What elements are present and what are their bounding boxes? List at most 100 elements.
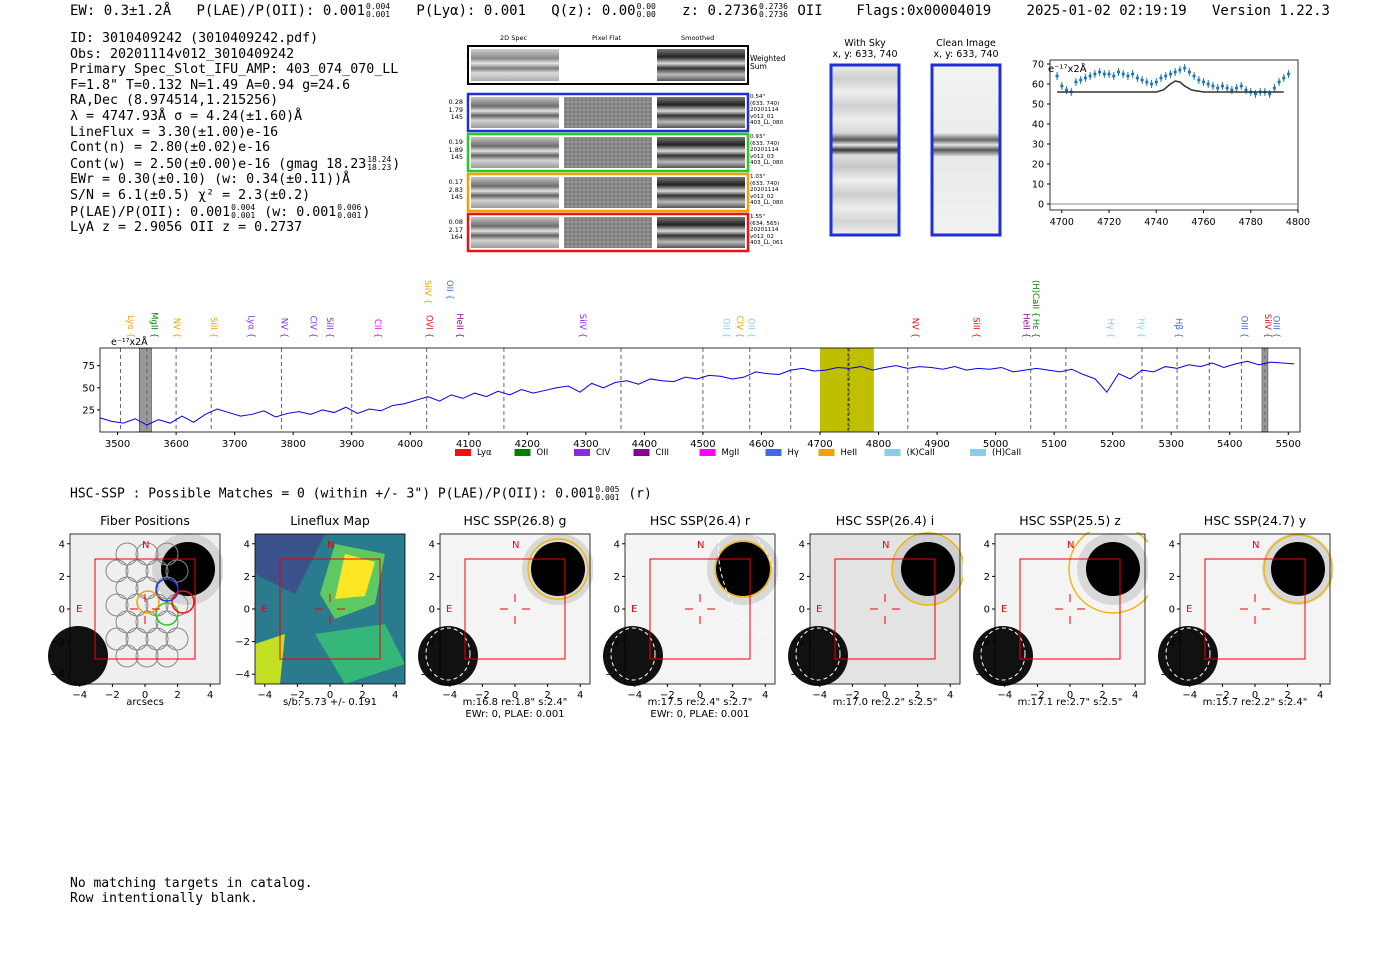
panel-image: N E −4 −4 −2 −2 0 0 2 2 4 4 [603, 532, 778, 701]
panel-ytick-label: −4 [975, 670, 990, 681]
panel-xtick-label: −2 [660, 690, 675, 701]
panel-image: N E −4 −4 −2 −2 0 0 2 2 4 4 [1158, 533, 1333, 701]
panel-ytick-label: −4 [790, 670, 805, 681]
panel-xtick-label: 0 [512, 690, 518, 701]
spectrum-xtick-label: 5500 [1276, 439, 1301, 450]
legend-swatch [818, 449, 835, 456]
spectrum-xtick-label: 3600 [163, 439, 188, 450]
with-sky-image [829, 63, 901, 237]
spectrum-highlight-band [820, 348, 874, 432]
neighbor-ellipse [610, 627, 656, 681]
zoom-data-point [1083, 76, 1088, 80]
spectrum-line-label: SiII { [324, 317, 334, 338]
legend-swatch [765, 449, 782, 456]
fiber-left-value: 1.79 [448, 105, 463, 114]
panel-ytick-label: 2 [59, 572, 65, 583]
panel-ytick-label: 0 [614, 605, 620, 616]
zoom-data-point [1230, 88, 1234, 92]
fiber-right-value: 0.54" [750, 94, 766, 100]
header-measurements: EW: 0.3±1.2Å P(LAE)/P(OII): 0.001 0.004 0.… [70, 3, 991, 20]
zoom-data-point [1154, 80, 1158, 84]
east-marker: E [816, 604, 822, 615]
zoom-ytick-label: 50 [1032, 100, 1044, 111]
zoom-data-point [1121, 72, 1125, 76]
aperture-ellipse [1263, 534, 1333, 604]
zoom-ytick-label: 0 [1038, 200, 1044, 211]
zoom-fit-line [1057, 80, 1284, 93]
spectrum-masked-band [138, 347, 152, 433]
zoom-data-point [1064, 88, 1069, 92]
zoom-ytick-label: 20 [1032, 160, 1044, 171]
panel-title: HSC SSP(26.4) i [835, 513, 935, 528]
spectrum-line-label: OIII { [1271, 316, 1281, 338]
fiber-right-value: 20201114 [750, 187, 779, 194]
spectrum-xtick-label: 5000 [983, 439, 1008, 450]
panel-xtick-label: 0 [1067, 690, 1073, 701]
spectrum-xtick-label: 3900 [339, 439, 364, 450]
spectrum-line-label: OII { [720, 318, 730, 338]
fiber-pixel-flat [564, 217, 652, 248]
fiber-circle [125, 593, 149, 617]
spectrum-xtick-label: 4400 [632, 439, 657, 450]
search-box [649, 558, 751, 660]
fiber-right-value: 0.93" [750, 134, 766, 140]
panel-ytick-label: 0 [1169, 605, 1175, 616]
panel-xtick-label: 4 [1317, 690, 1323, 701]
north-marker: N [512, 540, 519, 551]
spectrum-line-label: Hγ { [1135, 318, 1145, 338]
legend-swatch [884, 449, 901, 456]
panel-xtick-label: −4 [257, 690, 272, 701]
fiber-right-value: v012_02 [750, 193, 774, 200]
fiber-left-label: 0.28 1.79 145 [447, 98, 463, 122]
bright-source [1086, 542, 1140, 596]
panel-xtick-label: −4 [442, 690, 457, 701]
fiber-circle [105, 559, 129, 583]
fiber-smoothed [657, 137, 745, 168]
legend-swatch [699, 449, 716, 456]
zoom-xtick-label: 4780 [1239, 217, 1263, 228]
corner-source [603, 626, 663, 686]
panel-xtick-label: 4 [392, 690, 398, 701]
legend-label: HeII [841, 448, 858, 458]
hsc-plae-hi: 0.005 [595, 485, 620, 494]
info-plae-lo: 0.001 [231, 210, 256, 220]
info-plae-w-lo: 0.001 [337, 210, 362, 220]
lineflux-lower-region [315, 624, 405, 684]
zoom-data-point [1201, 80, 1206, 84]
fiber-left-label: 0.17 2.83 145 [447, 178, 463, 202]
panel-xtick-label: 0 [697, 690, 703, 701]
east-marker: E [1001, 604, 1007, 615]
info-ewr: EWr = 0.30(±0.10) (w: 0.34(±0.11))Å [70, 172, 351, 188]
zoom-ytick-label: 70 [1032, 60, 1044, 71]
zoom-data-point [1112, 74, 1116, 78]
info-plae-hi: 0.004 [231, 202, 256, 212]
fiber-right-value: 20201114 [750, 107, 779, 114]
panel-ytick-label: 4 [799, 539, 805, 550]
clean-image [930, 63, 1002, 237]
legend-label: MgII [722, 448, 740, 458]
header-qz: Q(z): 0.00 [551, 3, 636, 19]
panel-xtick-label: −2 [105, 690, 120, 701]
hsc-summary-text: HSC-SSP : Possible Matches = 0 (within +… [70, 486, 595, 502]
panel-ytick-label: 0 [799, 605, 805, 616]
spectrum-xtick-label: 3800 [280, 439, 305, 450]
panel-ytick-label: 4 [59, 539, 65, 550]
panel-caption: m:17.0 re:2.2" s:2.5" [795, 697, 975, 709]
panel-xtick-label: 2 [914, 690, 920, 701]
zoom-data-point [1220, 84, 1225, 88]
spectrum-line-label: Hγ { [1105, 318, 1115, 338]
fiber-left-value: 0.17 [448, 178, 463, 186]
panel-xtick-label: 2 [729, 690, 735, 701]
lineflux-low-region [255, 534, 325, 594]
info-radec: RA,Dec (8.974514,1.215256) [70, 93, 279, 109]
fiber-right-label: 0.93" (633, 740) 20201114 v012_03 403_LL_080 [750, 134, 783, 167]
corner-source [1158, 626, 1218, 686]
header-z-line: OII [797, 3, 823, 19]
zoom-ylabel: e⁻¹⁷x2Å [1048, 62, 1087, 75]
zoom-data-point [1116, 70, 1121, 74]
header-z-lo: 0.2736 [759, 10, 788, 19]
fiber-circle [105, 593, 129, 617]
corner-source [48, 626, 108, 686]
panel-ytick-label: 0 [984, 605, 990, 616]
fiber-left-label: 0.19 1.89 145 [447, 138, 463, 162]
